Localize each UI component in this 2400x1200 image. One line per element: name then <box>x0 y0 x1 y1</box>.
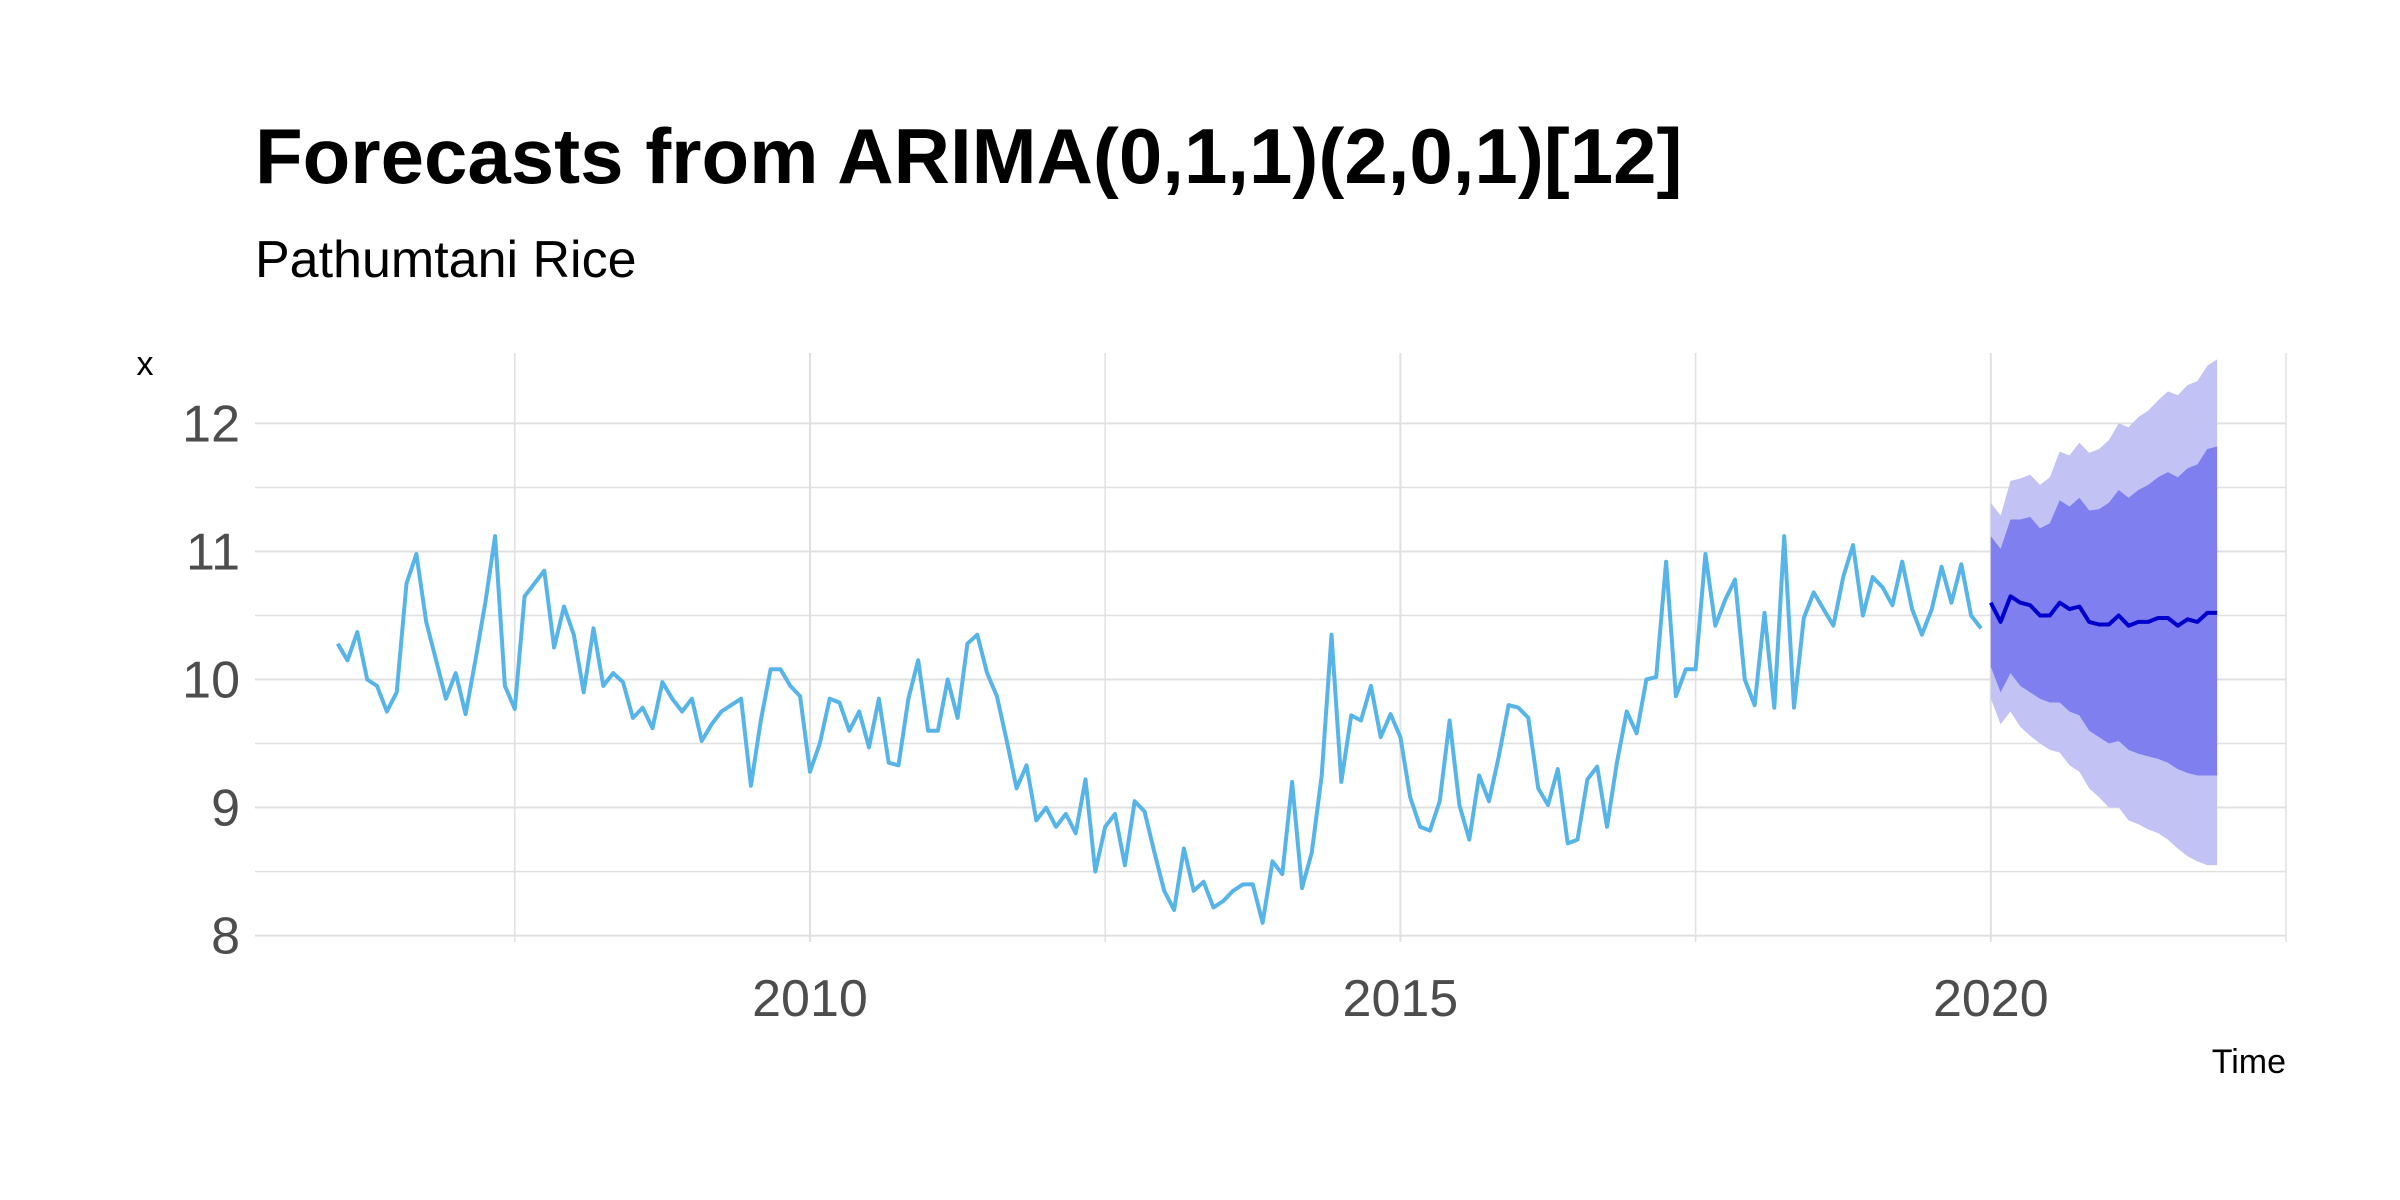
y-axis-ticks: 8 9 10 11 12 <box>182 395 240 965</box>
series <box>335 534 2218 925</box>
chart-title: Forecasts from ARIMA(0,1,1)(2,0,1)[12] <box>255 112 1683 200</box>
x-tick-label: 2010 <box>752 970 868 1028</box>
y-tick-label: 10 <box>182 652 240 710</box>
grid <box>255 353 2287 942</box>
x-axis-title: Time <box>2212 1043 2286 1081</box>
band-80-area <box>1990 446 2218 776</box>
x-tick-label: 2020 <box>1933 970 2049 1028</box>
y-tick-label: 12 <box>182 395 240 453</box>
chart-subtitle: Pathumtani Rice <box>255 231 637 289</box>
y-tick-label: 8 <box>211 908 240 966</box>
y-axis-title: x <box>137 345 154 383</box>
x-axis-ticks: 2010 2015 2020 <box>752 970 2049 1028</box>
forecast-band-80 <box>1990 446 2218 776</box>
forecast-mean-line <box>1989 594 2218 628</box>
y-tick-label: 9 <box>211 780 240 838</box>
y-tick-label: 11 <box>186 523 240 581</box>
history-line <box>335 534 1983 925</box>
x-tick-label: 2015 <box>1343 970 1459 1028</box>
